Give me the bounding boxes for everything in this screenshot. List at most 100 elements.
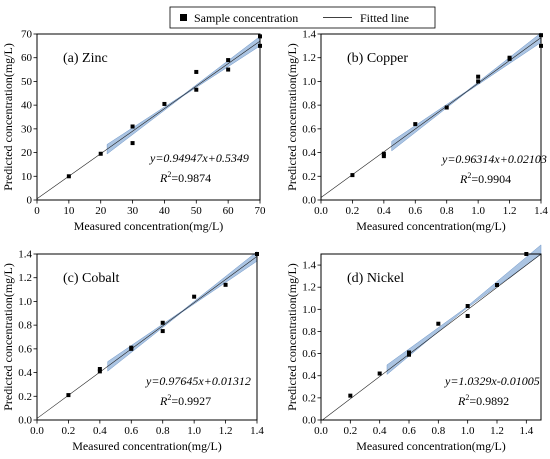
chart-2-r-squared-symbol: R [159, 394, 168, 408]
chart-0-r-squared-value: =0.9874 [171, 171, 211, 185]
chart-3-y-tick-label-5: 1.0 [302, 304, 316, 316]
chart-2-point-1 [97, 367, 102, 372]
chart-2-point-2 [97, 369, 102, 374]
chart-2-y-tick-label-4: 0.8 [18, 320, 32, 332]
chart-3-y-axis-label: Predicted concentration(mg/L) [285, 263, 299, 411]
chart-3-x-tick-label-7: 1.4 [519, 425, 533, 437]
chart-1-point-4 [444, 105, 449, 110]
chart-2-y-tick-label-6: 1.2 [18, 272, 32, 284]
chart-0-x-axis-label: Measured concentration(mg/L) [74, 219, 224, 233]
chart-1-y-tick-label-4: 0.8 [302, 100, 316, 112]
chart-2-r-squared-value: =0.9927 [171, 394, 211, 408]
chart-0-y-tick-label-1: 10 [21, 171, 33, 183]
chart-0-axes-frame [36, 33, 261, 201]
chart-0-y-tick-label-4: 40 [21, 100, 33, 112]
chart-1-panel: 0.0 0.2 0.4 0.6 0.8 1.0 1.2 1.4 0.0 0.2 0.4 0.6 0.8 1… [285, 29, 548, 234]
chart-0-panel: 0 10 20 30 40 50 60 70 0 10 20 30 40 50 60 70 (a) Zinc Me… [1, 29, 266, 234]
chart-2-x-tick-label-7: 1.4 [250, 425, 264, 437]
chart-0-x-tick-label-4: 40 [159, 205, 171, 217]
chart-1-x-tick-label-7: 1.4 [534, 205, 548, 217]
chart-1-r-squared-exponent: 2 [467, 171, 471, 180]
chart-3-x-tick-label-5: 1.0 [461, 425, 475, 437]
chart-1-r-squared-value: =0.9904 [471, 172, 511, 186]
chart-2-r-squared-exponent: 2 [167, 393, 171, 402]
chart-0-point-1 [98, 151, 103, 156]
chart-2-y-tick-label-5: 1.0 [18, 296, 32, 308]
legend-sample-label: Sample concentration [194, 11, 298, 25]
chart-1-x-tick-label-1: 0.2 [346, 205, 360, 217]
chart-0-point-2 [130, 124, 135, 129]
chart-1-point-3 [413, 122, 418, 127]
chart-3-fitted-line [322, 253, 542, 421]
legend: Sample concentration Fitted line [169, 6, 436, 29]
chart-0-point-3 [130, 141, 135, 146]
chart-3-point-3 [407, 352, 411, 357]
chart-0-y-tick-label-7: 70 [21, 29, 33, 41]
chart-0-y-axis-label: Predicted concentration(mg/L) [1, 43, 15, 191]
chart-1-point-8 [507, 56, 512, 61]
chart-2-y-tick-label-2: 0.4 [18, 367, 32, 379]
chart-1-title: (b) Copper [347, 51, 408, 66]
chart-2-y-tick-label-3: 0.6 [18, 343, 32, 355]
chart-2-x-tick-label-6: 1.2 [219, 425, 233, 437]
chart-3-x-tick-label-6: 1.2 [490, 425, 504, 437]
chart-1-x-tick-label-6: 1.2 [503, 205, 517, 217]
chart-1-point-5 [476, 74, 481, 79]
chart-2-title: (c) Cobalt [63, 271, 119, 286]
chart-2-x-tick-label-5: 1.0 [187, 425, 201, 437]
chart-2-y-tick-label-0: 0.0 [18, 415, 32, 427]
chart-3-y-tick-label-4: 0.8 [302, 326, 316, 338]
chart-1-equation: y=0.96314x+0.02103 [441, 152, 547, 166]
chart-3-x-axis-label: Measured concentration(mg/L) [356, 439, 506, 453]
chart-0-x-tick-label-2: 20 [95, 205, 107, 217]
chart-0-r-squared-symbol: R [159, 171, 168, 185]
legend-sample-marker [180, 14, 187, 21]
chart-2-point-8 [223, 282, 228, 287]
chart-1-r-squared: R2=0.9904 [459, 171, 511, 186]
chart-0-y-tick-label-6: 60 [21, 52, 33, 64]
chart-0-x-tick-label-7: 70 [255, 205, 267, 217]
chart-3-y-tick-label-7: 1.4 [302, 260, 316, 272]
chart-1-y-axis-label: Predicted concentration(mg/L) [285, 43, 299, 191]
chart-1-y-tick-label-0: 0.0 [302, 195, 316, 207]
chart-2-axes-frame [36, 253, 258, 421]
chart-3-panel: 0.0 0.2 0.4 0.6 0.8 1.0 1.2 1.4 0.0 0.2 0.4 0.6 0.8 1… [285, 244, 542, 453]
legend-box [169, 6, 436, 29]
chart-3-r-squared: R2=0.9892 [457, 393, 509, 408]
chart-1-axes-frame [320, 33, 542, 201]
chart-1-x-tick-label-3: 0.6 [408, 205, 422, 217]
chart-2-point-6 [160, 329, 165, 334]
chart-1-x-tick-label-4: 0.8 [440, 205, 454, 217]
chart-3-point-7 [495, 282, 499, 287]
chart-2-x-tick-label-0: 0.0 [30, 425, 44, 437]
chart-2-x-tick-label-1: 0.2 [62, 425, 76, 437]
chart-1-y-tick-label-1: 0.2 [302, 171, 316, 183]
chart-1-point-2 [381, 154, 386, 159]
chart-1-y-tick-label-7: 1.4 [302, 29, 316, 41]
chart-3-x-tick-label-4: 0.8 [431, 425, 445, 437]
chart-3-r-squared-symbol: R [457, 394, 466, 408]
chart-3-x-tick-label-2: 0.4 [373, 425, 387, 437]
chart-3-x-tick-label-0: 0.0 [314, 425, 328, 437]
chart-2-x-axis-label: Measured concentration(mg/L) [72, 439, 222, 453]
chart-0-point-6 [194, 87, 199, 92]
chart-0-x-tick-label-1: 10 [63, 205, 75, 217]
chart-1-point-6 [476, 79, 481, 84]
chart-0-y-tick-label-3: 30 [21, 123, 33, 135]
chart-3-point-6 [465, 313, 470, 318]
chart-1-x-tick-label-5: 1.0 [471, 205, 485, 217]
chart-0-y-tick-label-0: 0 [27, 195, 33, 207]
chart-0-x-tick-label-6: 60 [223, 205, 235, 217]
chart-3-r-squared-value: =0.9892 [469, 394, 509, 408]
chart-0-point-0 [66, 174, 71, 179]
chart-2-point-7 [192, 294, 197, 299]
legend-fitted-label: Fitted line [360, 11, 409, 25]
chart-0-r-squared-exponent: 2 [167, 170, 171, 179]
chart-2-point-0 [66, 393, 71, 398]
chart-3-y-tick-label-6: 1.2 [302, 282, 316, 294]
chart-0-fitted-line [36, 40, 261, 199]
chart-1-r-squared-symbol: R [459, 172, 468, 186]
chart-2-y-axis-label: Predicted concentration(mg/L) [1, 263, 15, 411]
chart-3-point-0 [348, 393, 353, 398]
chart-3-x-tick-label-1: 0.2 [343, 425, 357, 437]
